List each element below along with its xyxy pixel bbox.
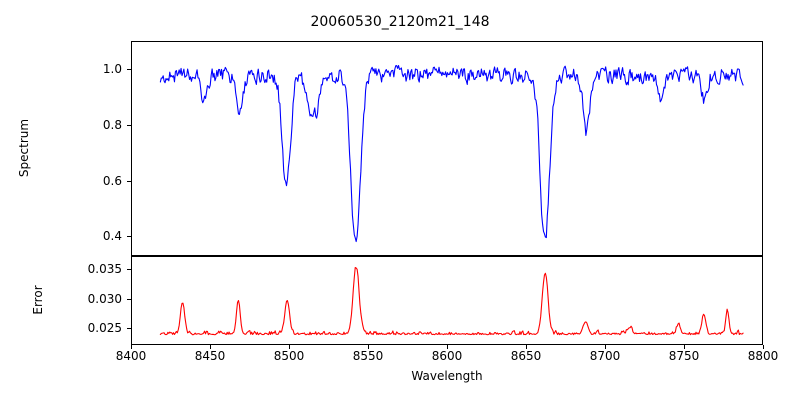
x-axis-tick-label: 8700 bbox=[589, 349, 621, 363]
x-axis-tick-label: 8400 bbox=[115, 349, 147, 363]
y-axis-error-tick-mark bbox=[127, 328, 131, 329]
error-plot-panel bbox=[131, 256, 763, 345]
spectrum-data-line bbox=[159, 64, 744, 243]
x-axis-tick-mark bbox=[605, 345, 606, 349]
x-axis-tick-label: 8650 bbox=[510, 349, 542, 363]
page-title: 20060530_2120m21_148 bbox=[310, 14, 490, 30]
error-series-svg bbox=[159, 266, 744, 336]
y-axis-error-tick-mark bbox=[127, 269, 131, 270]
x-axis-tick-mark bbox=[526, 345, 527, 349]
spectrum-plot-panel bbox=[131, 41, 763, 256]
x-axis-tick-label: 8550 bbox=[352, 349, 384, 363]
y-axis-spectrum-tick-mark bbox=[127, 69, 131, 70]
error-data-line bbox=[159, 266, 744, 336]
x-axis-tick-mark bbox=[763, 345, 764, 349]
y-axis-spectrum-tick-label: 0.8 bbox=[102, 117, 122, 132]
y-axis-spectrum-tick-mark bbox=[127, 125, 131, 126]
x-axis-tick-mark bbox=[289, 345, 290, 349]
y-axis-spectrum-tick-label: 0.6 bbox=[102, 173, 122, 188]
x-axis-tick-label: 8500 bbox=[273, 349, 305, 363]
y-axis-spectrum-tick-mark bbox=[127, 181, 131, 182]
y-axis-spectrum-tick-label: 0.4 bbox=[102, 229, 122, 244]
x-axis-label: Wavelength bbox=[411, 369, 483, 383]
x-axis-tick-mark bbox=[684, 345, 685, 349]
x-axis-tick-label: 8800 bbox=[747, 349, 779, 363]
y-axis-spectrum-tick-mark bbox=[127, 236, 131, 237]
spectrum-series-svg bbox=[159, 64, 744, 243]
x-axis-tick-label: 8600 bbox=[431, 349, 463, 363]
x-axis-tick-mark bbox=[447, 345, 448, 349]
x-axis-tick-mark bbox=[368, 345, 369, 349]
y-axis-error-tick-mark bbox=[127, 299, 131, 300]
y-axis-error-tick-label: 0.035 bbox=[87, 262, 122, 277]
x-axis-tick-label: 8750 bbox=[668, 349, 700, 363]
x-axis-tick-label: 8450 bbox=[194, 349, 226, 363]
x-axis-tick-mark bbox=[210, 345, 211, 349]
y-axis-error-tick-label: 0.030 bbox=[87, 291, 122, 306]
y-axis-spectrum-tick-label: 1.0 bbox=[102, 61, 122, 76]
y-axis-error-tick-label: 0.025 bbox=[87, 321, 122, 336]
x-axis-tick-mark bbox=[131, 345, 132, 349]
